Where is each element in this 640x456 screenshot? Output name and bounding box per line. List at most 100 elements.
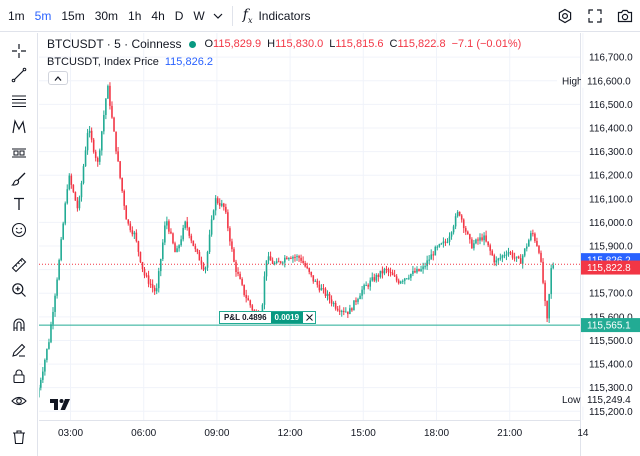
timeframe-1h[interactable]: 1h (128, 8, 142, 23)
settings-gear-icon[interactable] (550, 0, 580, 32)
lock-icon[interactable] (8, 365, 30, 387)
candle-body (493, 255, 496, 263)
indicators-button[interactable]: fx Indicators (239, 0, 315, 32)
timeframe-30m[interactable]: 30m (94, 8, 119, 23)
crosshair-icon[interactable] (8, 40, 30, 62)
close-position-icon[interactable] (303, 312, 315, 323)
candle-body (469, 234, 471, 240)
tradingview-logo[interactable] (49, 395, 75, 413)
candle-body (200, 260, 203, 266)
candle-body (489, 245, 491, 251)
candle-body (444, 241, 447, 243)
price-tick-label: 116,200.0 (589, 171, 633, 182)
candlestick-series (39, 82, 555, 398)
candle-body (111, 105, 113, 118)
candle-body (351, 308, 353, 311)
candle-body (84, 150, 87, 167)
candle-body (198, 252, 201, 261)
candle-body (298, 256, 300, 258)
stay-in-drawing-mode-icon[interactable] (8, 339, 30, 361)
candle-body (467, 231, 469, 235)
camera-screenshot-icon[interactable] (610, 0, 640, 32)
candle-body (162, 242, 164, 260)
candle-body (225, 206, 227, 213)
candle-body (403, 278, 406, 281)
candle-body (542, 261, 544, 283)
pattern-tool-icon[interactable] (8, 116, 30, 138)
timeframe-w[interactable]: W (193, 8, 205, 23)
emoji-icon[interactable] (8, 219, 30, 241)
price-chart[interactable]: 116,700.0 116,600.0 116,500.0 116,400.0 116,… (39, 33, 640, 456)
candle-body (98, 150, 101, 162)
candle-body (56, 279, 58, 296)
price-tick-label: 115,200.0 (589, 407, 633, 418)
horizontal-lines-icon[interactable] (8, 90, 30, 112)
candle-body (105, 98, 107, 115)
candle-body (184, 221, 186, 228)
candle-body (88, 130, 91, 133)
price-tick-label: 116,700.0 (589, 53, 633, 64)
magnet-icon[interactable] (8, 314, 30, 336)
change-value: −7.1 (−0.01%) (451, 38, 522, 50)
candle-body (511, 252, 514, 258)
price-tick-label: 116,100.0 (589, 194, 633, 205)
trash-icon[interactable] (8, 426, 30, 448)
candle-body (39, 387, 40, 398)
timeframe-1m[interactable]: 1m (8, 8, 25, 23)
candle-body (304, 263, 306, 267)
timeframe-chevron-down-icon[interactable] (210, 0, 226, 32)
candle-body (50, 324, 52, 343)
price-tick-label: 115,900.0 (589, 242, 633, 253)
candle-body (46, 348, 48, 360)
candle-body (194, 245, 197, 250)
price-tick-label: 115,400.0 (589, 360, 633, 371)
candle-body (233, 249, 235, 262)
candle-body (107, 85, 109, 99)
candle-body (42, 371, 44, 380)
brush-icon[interactable] (8, 168, 30, 190)
candle-body (397, 280, 400, 284)
candle-body (135, 232, 138, 242)
timeframe-15m[interactable]: 15m (61, 8, 85, 23)
candle-body (192, 240, 195, 246)
candle-body (314, 280, 317, 282)
candle-body (357, 299, 359, 302)
candle-body (399, 281, 402, 284)
fullscreen-icon[interactable] (580, 0, 610, 32)
timeframe-d[interactable]: D (174, 8, 184, 23)
candle-body (90, 130, 93, 140)
toolbar-divider (231, 5, 233, 26)
index-price-label[interactable]: BTCUSDT, Index Price (47, 56, 159, 68)
candle-body (125, 205, 128, 220)
candle-body (416, 268, 418, 273)
candle-body (279, 261, 282, 263)
candle-body (182, 227, 184, 240)
zoom-in-icon[interactable] (8, 279, 30, 301)
candle-body (92, 139, 95, 152)
candle-body (342, 310, 345, 312)
candle-body (475, 239, 477, 244)
candle-body (318, 284, 321, 291)
timeframe-5m[interactable]: 5m (34, 8, 52, 23)
candle-body (288, 257, 290, 260)
low-marker-label-bg (557, 392, 580, 407)
candle-body (204, 267, 207, 270)
candle-body (166, 221, 168, 226)
position-pl-widget[interactable]: P&L 0.4896 0.0019 (219, 311, 317, 324)
open-value: 115,829.9 (213, 38, 262, 50)
candle-body (363, 285, 365, 290)
candle-body (436, 246, 439, 248)
candle-body (123, 191, 125, 206)
legend-collapse-button[interactable] (48, 71, 68, 85)
trend-line-icon[interactable] (8, 64, 30, 86)
ruler-icon[interactable] (8, 254, 30, 276)
symbol-title[interactable]: BTCUSDT · 5 · Coinness (47, 37, 182, 51)
text-tool-icon[interactable] (8, 193, 30, 215)
timeframe-4h[interactable]: 4h (151, 8, 165, 23)
candle-body (422, 266, 424, 270)
candle-body (420, 269, 422, 272)
candle-body (127, 219, 130, 224)
candle-body (340, 310, 343, 312)
eye-visibility-icon[interactable] (8, 390, 30, 412)
forecast-range-icon[interactable] (8, 142, 30, 164)
